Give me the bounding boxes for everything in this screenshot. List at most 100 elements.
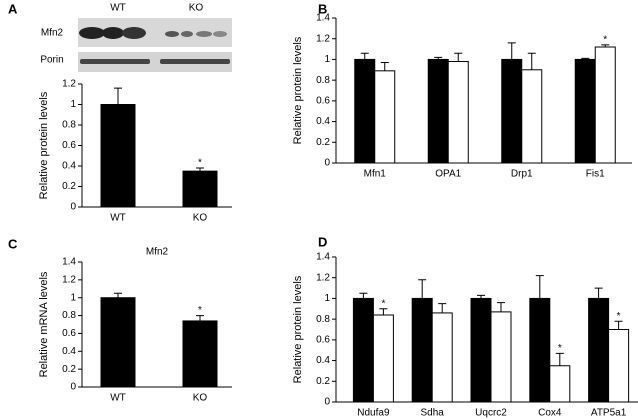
error-bar xyxy=(359,292,368,299)
x-tick-label: Ndufa9 xyxy=(357,408,390,419)
blot-strip xyxy=(78,52,232,72)
bar xyxy=(100,297,136,388)
bar xyxy=(521,69,543,164)
y-tick-label: 1.2 xyxy=(316,272,330,283)
y-tick-label: 0.2 xyxy=(62,181,76,192)
y-tick-label: 0.4 xyxy=(316,355,330,366)
blot-band xyxy=(181,31,193,37)
error-bar xyxy=(555,352,564,366)
y-tick-label: 0.6 xyxy=(62,328,76,339)
significance-mark: * xyxy=(617,311,621,322)
blot-group-label: WT xyxy=(110,3,126,14)
y-tick-label: 0 xyxy=(324,158,330,169)
bar xyxy=(374,70,396,164)
y-tick-label: 0.4 xyxy=(62,161,76,172)
bar xyxy=(501,58,523,164)
y-tick-label: 0.6 xyxy=(62,140,76,151)
blot-row-label: Mfn2 xyxy=(41,28,64,39)
y-tick-label: 1.4 xyxy=(316,13,330,24)
x-tick-label: Cox4 xyxy=(538,408,562,419)
bar xyxy=(411,297,433,403)
y-axis-label: Relative mRNA levels xyxy=(38,271,50,377)
blot-band xyxy=(79,27,105,39)
error-bar xyxy=(594,287,603,299)
y-tick-label: 1 xyxy=(324,54,330,65)
bar xyxy=(574,58,596,164)
y-axis-label: Relative protein levels xyxy=(38,91,50,199)
bar xyxy=(372,314,394,403)
y-tick-label: 0 xyxy=(70,202,76,213)
x-tick-label: ATP5a1 xyxy=(591,408,627,419)
significance-mark: * xyxy=(198,305,202,316)
chart-title: Mfn2 xyxy=(146,247,169,258)
bar xyxy=(182,170,218,208)
x-tick-label: Sdha xyxy=(421,408,445,419)
y-tick-label: 0.2 xyxy=(316,376,330,387)
y-tick-label: 1.4 xyxy=(316,252,330,263)
y-tick-label: 0.8 xyxy=(316,75,330,86)
x-tick-label: Fis1 xyxy=(586,169,605,180)
x-tick-label: WT xyxy=(110,213,126,224)
y-tick-label: 0.6 xyxy=(316,334,330,345)
significance-mark: * xyxy=(198,158,202,169)
blot-band xyxy=(160,59,230,64)
error-bar xyxy=(379,308,388,315)
x-tick-label: KO xyxy=(193,213,208,224)
western-blot xyxy=(78,18,232,72)
bar xyxy=(588,297,610,403)
blot-group-label: KO xyxy=(189,3,204,14)
bar xyxy=(427,58,449,164)
x-tick-label: Uqcrc2 xyxy=(475,408,507,419)
error-bar xyxy=(454,52,463,62)
error-bar xyxy=(196,315,204,321)
panel-label: A xyxy=(8,1,18,16)
blot-band xyxy=(196,31,212,37)
y-tick-label: 0 xyxy=(324,397,330,408)
y-tick-label: 1.2 xyxy=(62,79,76,90)
bar xyxy=(100,104,136,208)
bar xyxy=(549,365,571,403)
y-tick-label: 0.8 xyxy=(62,310,76,321)
error-bar xyxy=(434,56,443,60)
y-tick-label: 1.2 xyxy=(316,33,330,44)
blot-band xyxy=(213,31,227,37)
x-tick-label: OPA1 xyxy=(435,169,461,180)
blot-row-label: Porin xyxy=(40,55,63,66)
x-tick-label: Drp1 xyxy=(511,169,533,180)
error-bar xyxy=(535,275,544,299)
error-bar xyxy=(418,279,427,299)
bar xyxy=(470,297,492,403)
blot-band xyxy=(102,27,124,39)
x-tick-label: WT xyxy=(110,393,126,404)
significance-mark: * xyxy=(558,343,562,354)
error-bar xyxy=(581,57,590,60)
error-bar xyxy=(114,292,122,298)
y-tick-label: 1.2 xyxy=(62,274,76,285)
error-bar xyxy=(497,302,505,312)
x-tick-label: Mfn1 xyxy=(364,169,387,180)
y-tick-label: 0.6 xyxy=(316,95,330,106)
blot-band xyxy=(122,27,146,39)
error-bar xyxy=(477,294,485,299)
blot-band xyxy=(80,59,150,64)
y-tick-label: 1.4 xyxy=(62,257,76,268)
error-bar xyxy=(527,52,536,70)
error-bar xyxy=(438,303,447,313)
error-bar xyxy=(614,320,623,330)
y-tick-label: 1 xyxy=(70,99,76,110)
panel-label: D xyxy=(318,234,327,249)
bar xyxy=(352,297,374,403)
panel-label: B xyxy=(318,1,327,16)
x-tick-label: KO xyxy=(193,393,208,404)
significance-mark: * xyxy=(603,35,607,46)
error-bar xyxy=(601,44,610,47)
y-tick-label: 1 xyxy=(324,293,330,304)
bar xyxy=(447,61,469,164)
blot-band xyxy=(165,31,179,37)
y-tick-label: 0.4 xyxy=(62,346,76,357)
error-bar xyxy=(114,87,122,105)
y-tick-label: 0.4 xyxy=(316,116,330,127)
bar xyxy=(529,297,551,403)
